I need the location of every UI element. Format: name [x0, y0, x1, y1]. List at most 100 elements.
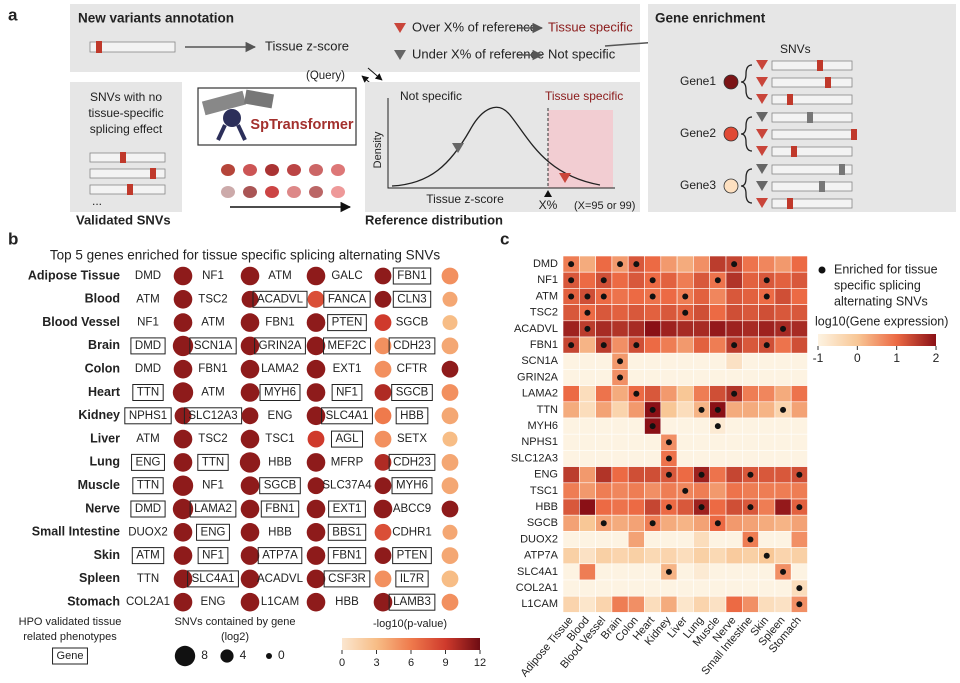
row-label: HBB [535, 501, 558, 513]
heatmap-cell [790, 336, 808, 354]
heatmap-cell [790, 531, 808, 548]
gene-label: ATM [201, 387, 224, 399]
heatmap-cell [725, 531, 743, 548]
heatmap-cell [676, 466, 694, 484]
hpo-box [197, 547, 229, 565]
organ-icon [243, 186, 257, 198]
enriched-dot [649, 406, 656, 413]
heatmap-cell [709, 288, 727, 305]
heatmap-cell [595, 255, 613, 273]
heatmap-cell [693, 482, 711, 500]
enriched-dot [568, 277, 575, 284]
chart-title: Top 5 genes enriched for tissue specific… [50, 248, 440, 263]
hpo-box [124, 407, 172, 425]
heatmap-cell [578, 401, 596, 419]
row-label: Blood [85, 292, 120, 306]
heatmap-cell [725, 579, 743, 597]
enriched-dot [698, 406, 705, 413]
gene-label: NF1 [202, 550, 224, 562]
heatmap-cell [774, 271, 792, 289]
heatmap-cell [709, 450, 727, 467]
gene-label: GRIN2A [259, 340, 302, 352]
hpo-box [395, 570, 429, 588]
heatmap-cell [676, 255, 694, 273]
heatmap-cell [693, 531, 711, 548]
robot-icon [243, 89, 275, 109]
gene-label: IL7R [400, 573, 424, 585]
gene-label: ENG [136, 456, 161, 468]
heatmap-cell [627, 466, 645, 484]
colorbar-label: 0 [854, 351, 861, 365]
gene-dot [374, 477, 392, 495]
heatmap-cell [676, 385, 694, 403]
row-label: GRIN2A [517, 371, 559, 383]
heatmap-cell [693, 385, 711, 403]
heatmap-cell [758, 320, 776, 338]
heatmap-cell [660, 417, 678, 435]
gene-dot [374, 454, 392, 471]
heatmap-cell [578, 498, 596, 516]
heatmap-cell [611, 579, 629, 597]
enriched-dot [649, 423, 656, 430]
gene-label: EXT1 [333, 503, 362, 515]
gene-label: CSF3R [328, 573, 366, 585]
query-label: (Query) [306, 70, 345, 82]
gene-label: NPHS1 [129, 410, 167, 422]
gene-dot [373, 592, 393, 612]
heatmap-cell [562, 547, 580, 565]
heatmap-cell [741, 385, 759, 403]
heatmap-cell [709, 433, 727, 451]
snv-bar [771, 146, 853, 157]
heatmap-cell [595, 563, 613, 581]
heatmap-cell [790, 433, 808, 451]
snvs-label: SNVs [780, 42, 811, 56]
heatmap-cell [758, 466, 776, 484]
heatmap-cell [644, 336, 662, 354]
enriched-dot [600, 293, 607, 300]
heatmap-cell [611, 466, 629, 484]
heatmap-cell [611, 336, 629, 354]
heatmap-cell [709, 563, 727, 581]
heatmap-cell [595, 595, 613, 613]
gene-dot [306, 453, 326, 472]
enriched-dot [714, 423, 721, 430]
gene-dot [173, 290, 193, 309]
heatmap-cell [741, 563, 759, 581]
organ-icons [221, 164, 345, 198]
gene-dot [441, 407, 459, 425]
heatmap-cell [774, 482, 792, 500]
row-label: DMD [533, 258, 558, 270]
heatmap-cell [693, 450, 711, 467]
heatmap-cell [741, 352, 759, 370]
heatmap-cell [790, 369, 808, 386]
heatmap-cell [660, 288, 678, 305]
gene-label: NF1 [137, 317, 159, 329]
heatmap-cell [676, 352, 694, 370]
heatmap-cell [611, 595, 629, 613]
snv-bar [89, 152, 166, 163]
row-label: SLC4A1 [517, 566, 558, 578]
enriched-dot [665, 568, 672, 575]
heatmap-cell [627, 498, 645, 516]
gene-label: DMD [135, 363, 161, 375]
gene-dot [240, 523, 260, 542]
row-label: TSC2 [530, 307, 558, 319]
organ-icon [287, 186, 301, 198]
panel-c: DMD NF1 ATM TSC2 ACADVL FBN1 SCN1A GRIN2A LAMA2 T… [511, 255, 948, 679]
gene-dot [374, 290, 392, 308]
heatmap-cell [660, 336, 678, 354]
heatmap-cell [627, 369, 645, 386]
gene-dot [441, 267, 459, 285]
heatmap-cell [660, 385, 678, 403]
colorbar [818, 334, 936, 346]
row-label: Blood Vessel [42, 315, 120, 329]
hpo-box [395, 407, 429, 425]
red-triangle [559, 173, 571, 183]
colorbar-label: 12 [474, 657, 486, 669]
gene-dot [306, 523, 326, 542]
size-legend-dot [220, 649, 234, 663]
gene-dot [306, 592, 326, 612]
heatmap-cell [725, 320, 743, 338]
heatmap-cell [676, 401, 694, 419]
gene-label: ATM [268, 270, 291, 282]
